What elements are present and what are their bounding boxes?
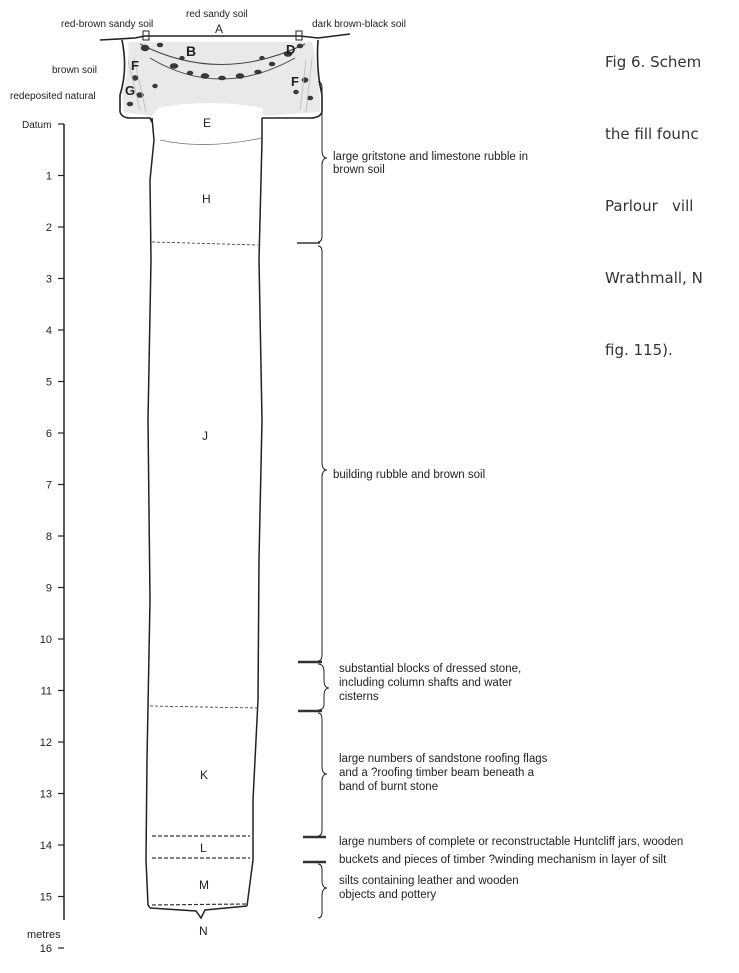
- annotations: large gritstone and limestone rubble in …: [333, 151, 687, 901]
- layer-F-right: F: [291, 74, 299, 89]
- bracket-blocks: [317, 663, 330, 711]
- scale-tick-label: 11: [41, 686, 52, 698]
- scale-tick-label: 2: [46, 222, 52, 234]
- layer-E: E: [203, 116, 211, 130]
- label-red-sandy: red sandy soil: [186, 9, 248, 20]
- marker-post-right: [295, 30, 303, 41]
- boundary-H-J: [151, 241, 259, 246]
- scale-tick-label: 16: [40, 943, 52, 955]
- layer-G: G: [125, 83, 135, 98]
- note-line: large numbers of sandstone roofing flags: [339, 753, 548, 765]
- scale-tick-label: 15: [40, 892, 52, 904]
- soil-labels: red-brown sandy soil red sandy soil dark…: [10, 9, 406, 102]
- caption-line: fig. 115).: [605, 341, 673, 359]
- layer-J: J: [202, 429, 208, 443]
- scale-tick-label: 4: [46, 325, 52, 337]
- scale-tick-label: 7: [46, 480, 52, 492]
- layer-N: N: [199, 924, 208, 938]
- label-red-brown-sandy: red-brown sandy soil: [61, 19, 153, 30]
- note-line: buckets and pieces of timber ?winding me…: [339, 854, 667, 866]
- note-blocks: substantial blocks of dressed stone, inc…: [339, 663, 524, 703]
- note-line: substantial blocks of dressed stone,: [339, 663, 521, 675]
- note-line: building rubble and brown soil: [333, 469, 485, 481]
- figure-caption: Fig 6. Schem the fill founc Parlour vill…: [605, 2, 739, 386]
- note-gritstone: large gritstone and limestone rubble in …: [333, 151, 531, 176]
- well-shaft: [145, 117, 263, 920]
- caption-line: the fill founc: [605, 125, 699, 143]
- scale-tick-label: 3: [46, 274, 52, 286]
- note-line: objects and pottery: [339, 889, 436, 901]
- scale-tick-label: 13: [40, 789, 52, 801]
- scale-tick-label: 6: [46, 428, 52, 440]
- note-line: and a ?roofing timber beam beneath a: [339, 767, 535, 779]
- caption-line: Wrathmall, N: [605, 269, 703, 287]
- boundary-J-K: [149, 705, 259, 709]
- note-line: band of burnt stone: [339, 781, 438, 793]
- note-building: building rubble and brown soil: [333, 469, 485, 481]
- label-redeposited-natural: redeposited natural: [10, 91, 96, 102]
- scale-tick-label: 9: [46, 583, 52, 595]
- note-jars: large numbers of complete or reconstruct…: [339, 836, 687, 866]
- bracket-gritstone: [317, 81, 328, 243]
- boundary-M-N: [151, 903, 249, 906]
- layer-F-left: F: [131, 58, 139, 73]
- layer-L: L: [200, 841, 207, 855]
- shaft-base: [149, 905, 248, 920]
- layer-H: H: [202, 192, 211, 206]
- scale-tick-label: 5: [46, 377, 52, 389]
- note-silts: silts containing leather and wooden obje…: [339, 875, 522, 901]
- layer-D: D: [286, 42, 295, 57]
- note-line: brown soil: [333, 164, 385, 176]
- bracket-roofing: [317, 712, 328, 837]
- unit-label: metres: [27, 929, 61, 941]
- layer-E-base: [159, 137, 263, 145]
- marker-post-left: [142, 30, 150, 41]
- note-roofing: large numbers of sandstone roofing flags…: [339, 753, 551, 793]
- note-line: cisterns: [339, 691, 379, 703]
- range-brackets: [317, 81, 330, 919]
- hatch-lines: [127, 57, 313, 113]
- scale-tick-label: 1: [46, 171, 52, 183]
- horizon-markers: [297, 242, 326, 864]
- layer-K: K: [200, 768, 208, 782]
- pit-head: [99, 30, 351, 145]
- note-line: including column shafts and water: [339, 677, 512, 689]
- layer-letters: A B D F F G E H J K L M N: [125, 22, 299, 938]
- layer-boundaries: [149, 241, 259, 906]
- label-dark-brown-black: dark brown-black soil: [312, 19, 406, 30]
- layer-B: B: [186, 43, 196, 59]
- layer-A: A: [215, 22, 223, 36]
- caption-line: Fig 6. Schem: [605, 53, 702, 71]
- scale-tick-label: 14: [40, 840, 52, 852]
- scale-tick-label: 12: [40, 737, 52, 749]
- shaft-left-wall: [145, 117, 155, 909]
- label-brown: brown soil: [52, 65, 97, 76]
- note-line: large numbers of complete or reconstruct…: [339, 836, 683, 848]
- scale-tick-label: 10: [40, 634, 52, 646]
- note-line: large gritstone and limestone rubble in: [333, 151, 528, 163]
- scale-tick-label: 8: [46, 531, 52, 543]
- caption-line: Parlour vill: [605, 197, 694, 215]
- layer-M: M: [199, 878, 209, 892]
- datum-label: Datum: [22, 120, 51, 131]
- note-line: silts containing leather and wooden: [339, 875, 519, 887]
- bracket-silts: [317, 863, 328, 919]
- bracket-building: [317, 245, 328, 662]
- shaft-right-wall: [246, 118, 263, 907]
